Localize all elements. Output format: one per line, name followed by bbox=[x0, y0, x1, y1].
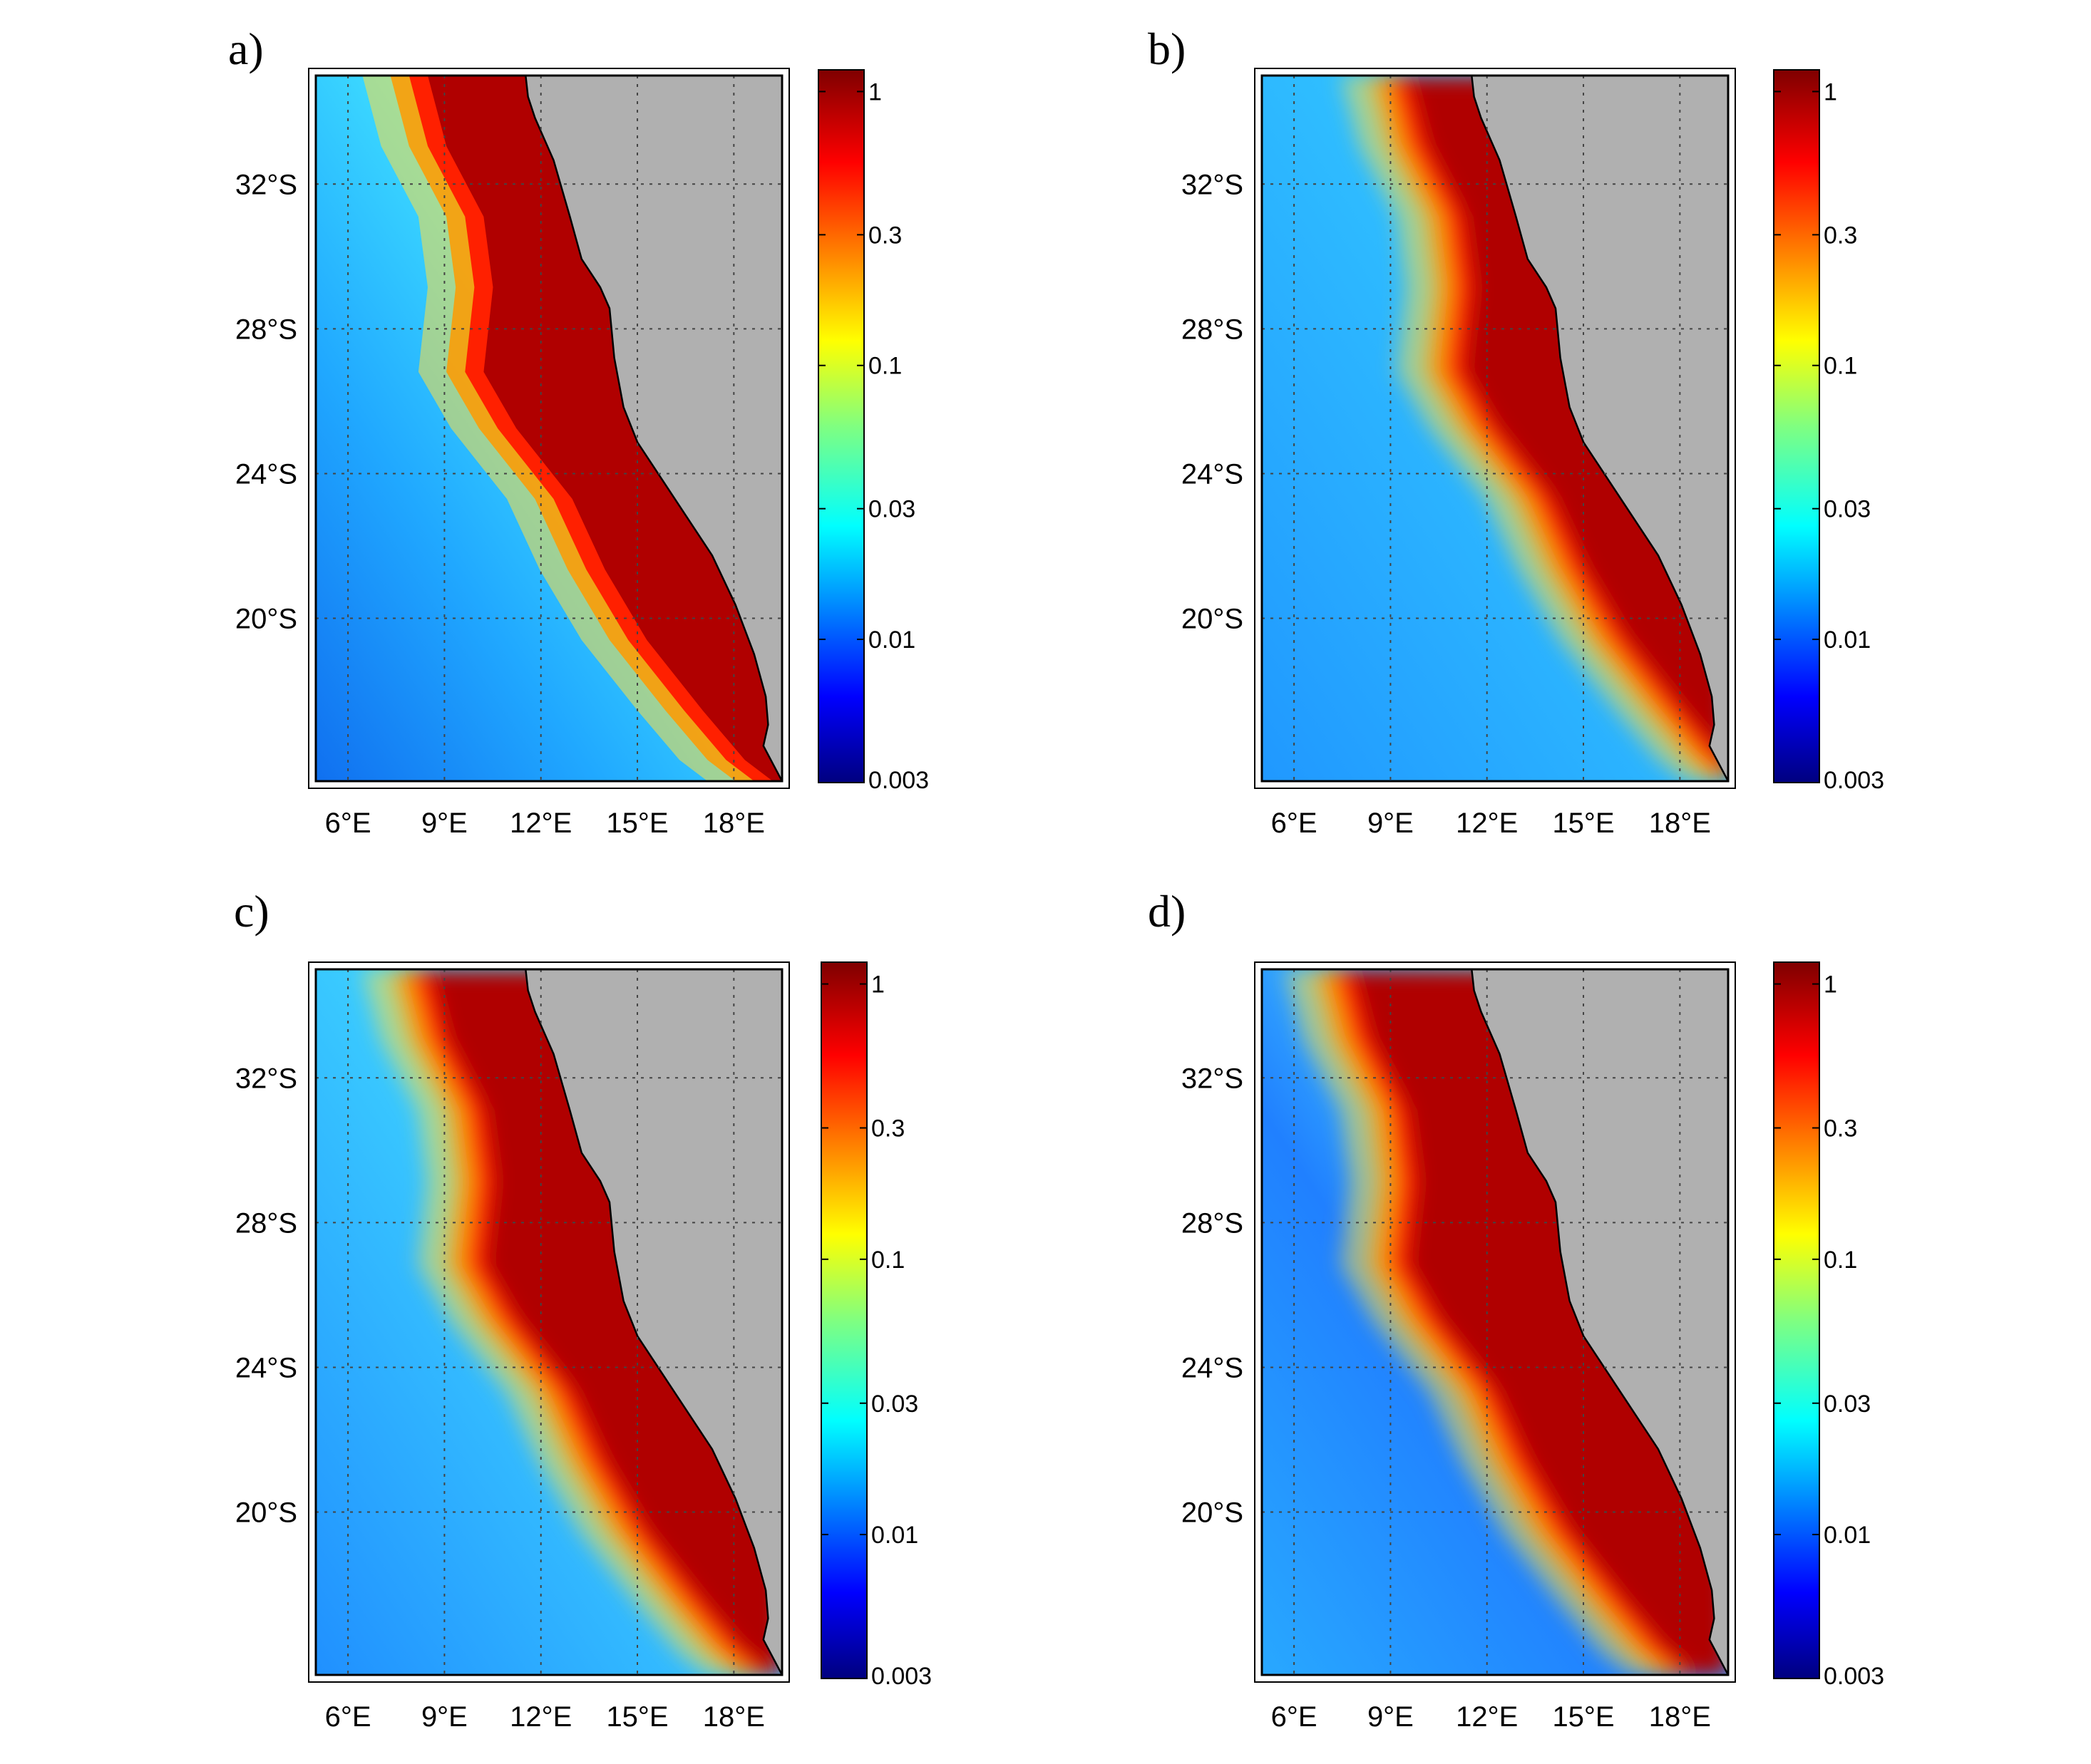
colorbar-tick-label: 0.03 bbox=[1824, 496, 1871, 523]
colorbar-tick-label: 0.03 bbox=[871, 1391, 918, 1418]
x-tick-label: 15°E bbox=[606, 1701, 668, 1733]
y-tick-label: 24°S bbox=[235, 1352, 297, 1383]
x-tick-label: 15°E bbox=[1552, 1701, 1614, 1733]
colorbar bbox=[1773, 69, 1820, 783]
colorbar-tick-label: 0.3 bbox=[871, 1115, 905, 1143]
y-tick-label: 32°S bbox=[235, 169, 297, 200]
colorbar-tick-label: 1 bbox=[871, 971, 885, 999]
x-tick-label: 6°E bbox=[325, 1701, 371, 1733]
land-mass bbox=[525, 969, 782, 1675]
y-tick-label: 24°S bbox=[1181, 458, 1243, 490]
colorbar-tick-label: 0.3 bbox=[1824, 1115, 1857, 1143]
colorbar-tick-label: 0.01 bbox=[871, 1522, 918, 1549]
y-tick-label: 20°S bbox=[235, 1497, 297, 1529]
coastline bbox=[525, 76, 782, 781]
map-panel: d) 6°E 9°E 12°E 15°E 18°E 20°S 24°S 28°S 32°S 1 0.3… bbox=[1148, 886, 1884, 1733]
map-area bbox=[316, 76, 782, 781]
x-tick-label: 6°E bbox=[325, 808, 371, 839]
colorbar bbox=[818, 69, 865, 783]
panel-label: d) bbox=[1148, 886, 1186, 937]
colorbar-tick-label: 0.1 bbox=[1824, 1247, 1857, 1274]
colorbar-tick-label: 0.003 bbox=[1824, 767, 1884, 794]
y-tick-label: 28°S bbox=[1181, 314, 1243, 345]
x-tick-label: 9°E bbox=[421, 808, 468, 839]
map-area bbox=[1262, 969, 1728, 1675]
x-tick-label: 12°E bbox=[510, 1701, 572, 1733]
panel-label: a) bbox=[228, 24, 264, 74]
x-tick-label: 9°E bbox=[421, 1701, 468, 1733]
y-tick-label: 28°S bbox=[235, 1207, 297, 1239]
colorbar-tick-label: 0.03 bbox=[868, 496, 915, 523]
colorbar-tick-label: 1 bbox=[1824, 78, 1837, 105]
map-frame bbox=[314, 968, 784, 1676]
land-mass bbox=[1471, 969, 1728, 1675]
y-tick-label: 20°S bbox=[1181, 1497, 1243, 1529]
y-tick-label: 28°S bbox=[235, 314, 297, 345]
x-tick-label: 15°E bbox=[606, 808, 668, 839]
x-tick-label: 9°E bbox=[1367, 1701, 1414, 1733]
colorbar-tick-label: 0.3 bbox=[1824, 222, 1857, 249]
x-tick-label: 6°E bbox=[1271, 808, 1317, 839]
map-panel: a) 6°E 9°E 12°E 15°E 18°E 20°S 24°S 28°S 32°S 1 0.3… bbox=[228, 24, 929, 839]
y-tick-label: 28°S bbox=[1181, 1207, 1243, 1239]
colorbar-tick-label: 0.1 bbox=[868, 353, 902, 380]
x-tick-label: 6°E bbox=[1271, 1701, 1317, 1733]
colorbar bbox=[1773, 961, 1820, 1679]
colorbar-tick-label: 0.01 bbox=[1824, 626, 1871, 654]
x-tick-label: 15°E bbox=[1552, 808, 1614, 839]
y-tick-label: 24°S bbox=[1181, 1352, 1243, 1383]
map-frame bbox=[1260, 968, 1730, 1676]
map-frame bbox=[1260, 74, 1730, 783]
colorbar-tick-label: 0.01 bbox=[868, 626, 915, 654]
y-tick-label: 24°S bbox=[235, 458, 297, 490]
coastline bbox=[1471, 969, 1728, 1675]
colorbar bbox=[821, 961, 868, 1679]
coastline bbox=[525, 969, 782, 1675]
x-tick-label: 18°E bbox=[703, 808, 765, 839]
y-tick-label: 32°S bbox=[1181, 1063, 1243, 1094]
map-frame bbox=[314, 74, 784, 783]
colorbar-tick-label: 0.3 bbox=[868, 222, 902, 249]
y-tick-label: 32°S bbox=[235, 1063, 297, 1094]
colorbar-tick-label: 1 bbox=[868, 78, 882, 105]
x-tick-label: 18°E bbox=[1649, 1701, 1711, 1733]
map-panel: c) 6°E 9°E 12°E 15°E 18°E 20°S 24°S 28°S 32°S 1 0.3… bbox=[234, 886, 932, 1733]
x-tick-label: 18°E bbox=[1649, 808, 1711, 839]
panel-label: b) bbox=[1148, 24, 1186, 74]
colorbar-tick-label: 0.003 bbox=[868, 767, 929, 794]
map-panel: b) 6°E 9°E 12°E 15°E 18°E 20°S 24°S 28°S 32°S 1 0.3… bbox=[1148, 24, 1884, 839]
y-tick-label: 20°S bbox=[1181, 604, 1243, 635]
colorbar-tick-label: 0.01 bbox=[1824, 1522, 1871, 1549]
x-tick-label: 12°E bbox=[510, 808, 572, 839]
y-tick-label: 32°S bbox=[1181, 169, 1243, 200]
panel-label: c) bbox=[234, 886, 269, 937]
x-tick-label: 18°E bbox=[703, 1701, 765, 1733]
colorbar-tick-label: 0.03 bbox=[1824, 1391, 1871, 1418]
colorbar-tick-label: 0.003 bbox=[1824, 1663, 1884, 1690]
land-mass bbox=[525, 76, 782, 781]
x-tick-label: 12°E bbox=[1456, 808, 1518, 839]
colorbar-tick-label: 0.1 bbox=[1824, 353, 1857, 380]
map-area bbox=[1262, 76, 1728, 781]
colorbar-tick-label: 0.1 bbox=[871, 1247, 905, 1274]
land-mass bbox=[1471, 76, 1728, 781]
x-tick-label: 12°E bbox=[1456, 1701, 1518, 1733]
y-tick-label: 20°S bbox=[235, 604, 297, 635]
colorbar-tick-label: 0.003 bbox=[871, 1663, 932, 1690]
map-area bbox=[316, 969, 782, 1675]
coastline bbox=[1471, 76, 1728, 781]
x-tick-label: 9°E bbox=[1367, 808, 1414, 839]
colorbar-tick-label: 1 bbox=[1824, 971, 1837, 999]
